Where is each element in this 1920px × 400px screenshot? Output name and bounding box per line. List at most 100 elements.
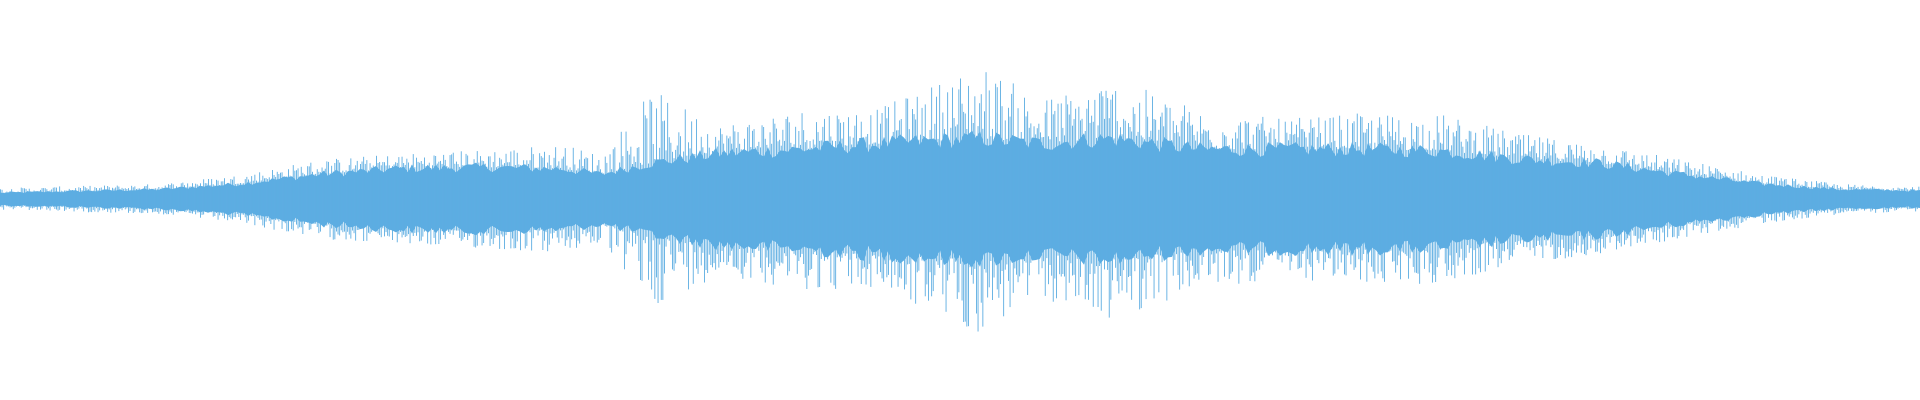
waveform-sample	[556, 165, 558, 238]
waveform-sample	[184, 185, 185, 212]
waveform-sample	[385, 165, 387, 233]
waveform-sample	[1443, 115, 1445, 248]
waveform-sample	[1017, 108, 1019, 283]
waveform-sample	[958, 89, 960, 293]
waveform-sample	[1177, 132, 1179, 275]
waveform-sample	[1473, 140, 1475, 251]
waveform-sample	[849, 136, 851, 260]
waveform-sample	[1804, 181, 1806, 215]
waveform-sample	[796, 147, 798, 274]
waveform-sample	[1246, 123, 1248, 250]
waveform-sample	[444, 159, 446, 239]
waveform-sample	[643, 101, 645, 241]
waveform-sample	[379, 162, 381, 235]
waveform-sample	[1224, 135, 1225, 277]
waveform-sample	[304, 174, 305, 224]
waveform-sample	[68, 188, 70, 209]
waveform-sample	[664, 120, 665, 274]
waveform-sample	[212, 184, 214, 217]
waveform-sample	[278, 174, 280, 222]
waveform-sample	[1515, 136, 1517, 242]
waveform-sample	[1219, 148, 1221, 252]
waveform-sample	[1283, 147, 1285, 253]
waveform-sample	[320, 172, 321, 232]
waveform-sample	[152, 189, 153, 213]
waveform-sample	[1494, 151, 1496, 243]
waveform-sample	[580, 150, 582, 228]
waveform-sample	[406, 158, 408, 237]
waveform-sample	[1336, 147, 1337, 249]
waveform-sample	[822, 126, 824, 254]
waveform-sample	[459, 166, 461, 238]
waveform-sample	[680, 136, 681, 252]
waveform-sample	[276, 171, 278, 220]
waveform-sample	[168, 184, 169, 215]
waveform-sample	[1323, 144, 1325, 270]
waveform-sample	[707, 134, 709, 273]
waveform-sample	[1798, 183, 1800, 215]
waveform-sample	[1596, 162, 1598, 252]
waveform-sample	[16, 192, 17, 207]
waveform-sample	[238, 183, 240, 217]
waveform-sample	[905, 98, 907, 285]
waveform-sample	[1915, 190, 1917, 212]
waveform-sample	[907, 98, 909, 265]
waveform-sample	[529, 160, 531, 233]
waveform-sample	[1206, 131, 1208, 249]
waveform-sample	[563, 156, 565, 230]
waveform-sample	[916, 96, 918, 273]
waveform-sample	[742, 149, 744, 279]
waveform-sample	[1560, 161, 1561, 255]
waveform-sample	[1553, 140, 1555, 259]
waveform-sample	[1361, 117, 1363, 261]
waveform-sample	[1065, 95, 1067, 301]
waveform-sample	[491, 167, 493, 239]
waveform-sample	[312, 171, 313, 223]
waveform-sample	[1732, 173, 1734, 224]
waveform-sample	[1622, 151, 1624, 233]
waveform-sample	[1460, 141, 1462, 249]
waveform-sample	[1728, 179, 1729, 222]
waveform-sample	[1076, 140, 1078, 259]
waveform-sample	[1208, 130, 1209, 276]
waveform-sample	[1449, 150, 1451, 256]
waveform-sample	[836, 115, 838, 258]
waveform-sample	[324, 168, 326, 225]
waveform-sample	[142, 189, 144, 213]
waveform-sample	[195, 183, 197, 215]
waveform-sample	[240, 183, 241, 220]
waveform-sample	[1524, 153, 1526, 240]
waveform-sample	[44, 188, 46, 207]
waveform-sample	[448, 167, 449, 232]
waveform-sample	[1886, 189, 1888, 213]
waveform-sample	[1840, 186, 1841, 213]
waveform-sample	[94, 187, 96, 212]
waveform-sample	[1641, 155, 1643, 238]
waveform-sample	[411, 165, 413, 231]
waveform-sample	[1750, 178, 1752, 216]
waveform-sample	[260, 180, 262, 220]
waveform-sample	[160, 188, 161, 212]
waveform-sample	[708, 147, 710, 255]
waveform-sample	[1564, 153, 1566, 259]
waveform-sample	[1702, 164, 1704, 229]
waveform-sample	[216, 179, 217, 213]
waveform-sample	[76, 191, 78, 210]
waveform-sample	[697, 156, 699, 274]
waveform-sample	[734, 131, 736, 267]
waveform-sample	[1870, 187, 1872, 212]
waveform-sample	[449, 155, 451, 234]
waveform-sample	[840, 122, 841, 262]
waveform-sample	[1843, 189, 1845, 213]
waveform-sample	[508, 162, 510, 232]
waveform-sample	[1054, 110, 1056, 279]
waveform-sample	[1209, 139, 1211, 275]
waveform-sample	[1022, 139, 1024, 274]
waveform-sample	[582, 166, 584, 235]
waveform-sample	[1883, 189, 1885, 213]
waveform-sample	[969, 137, 971, 268]
waveform-sample	[521, 165, 523, 231]
waveform-sample	[1377, 127, 1379, 274]
waveform-sample	[273, 175, 275, 230]
waveform-sample	[432, 165, 433, 230]
